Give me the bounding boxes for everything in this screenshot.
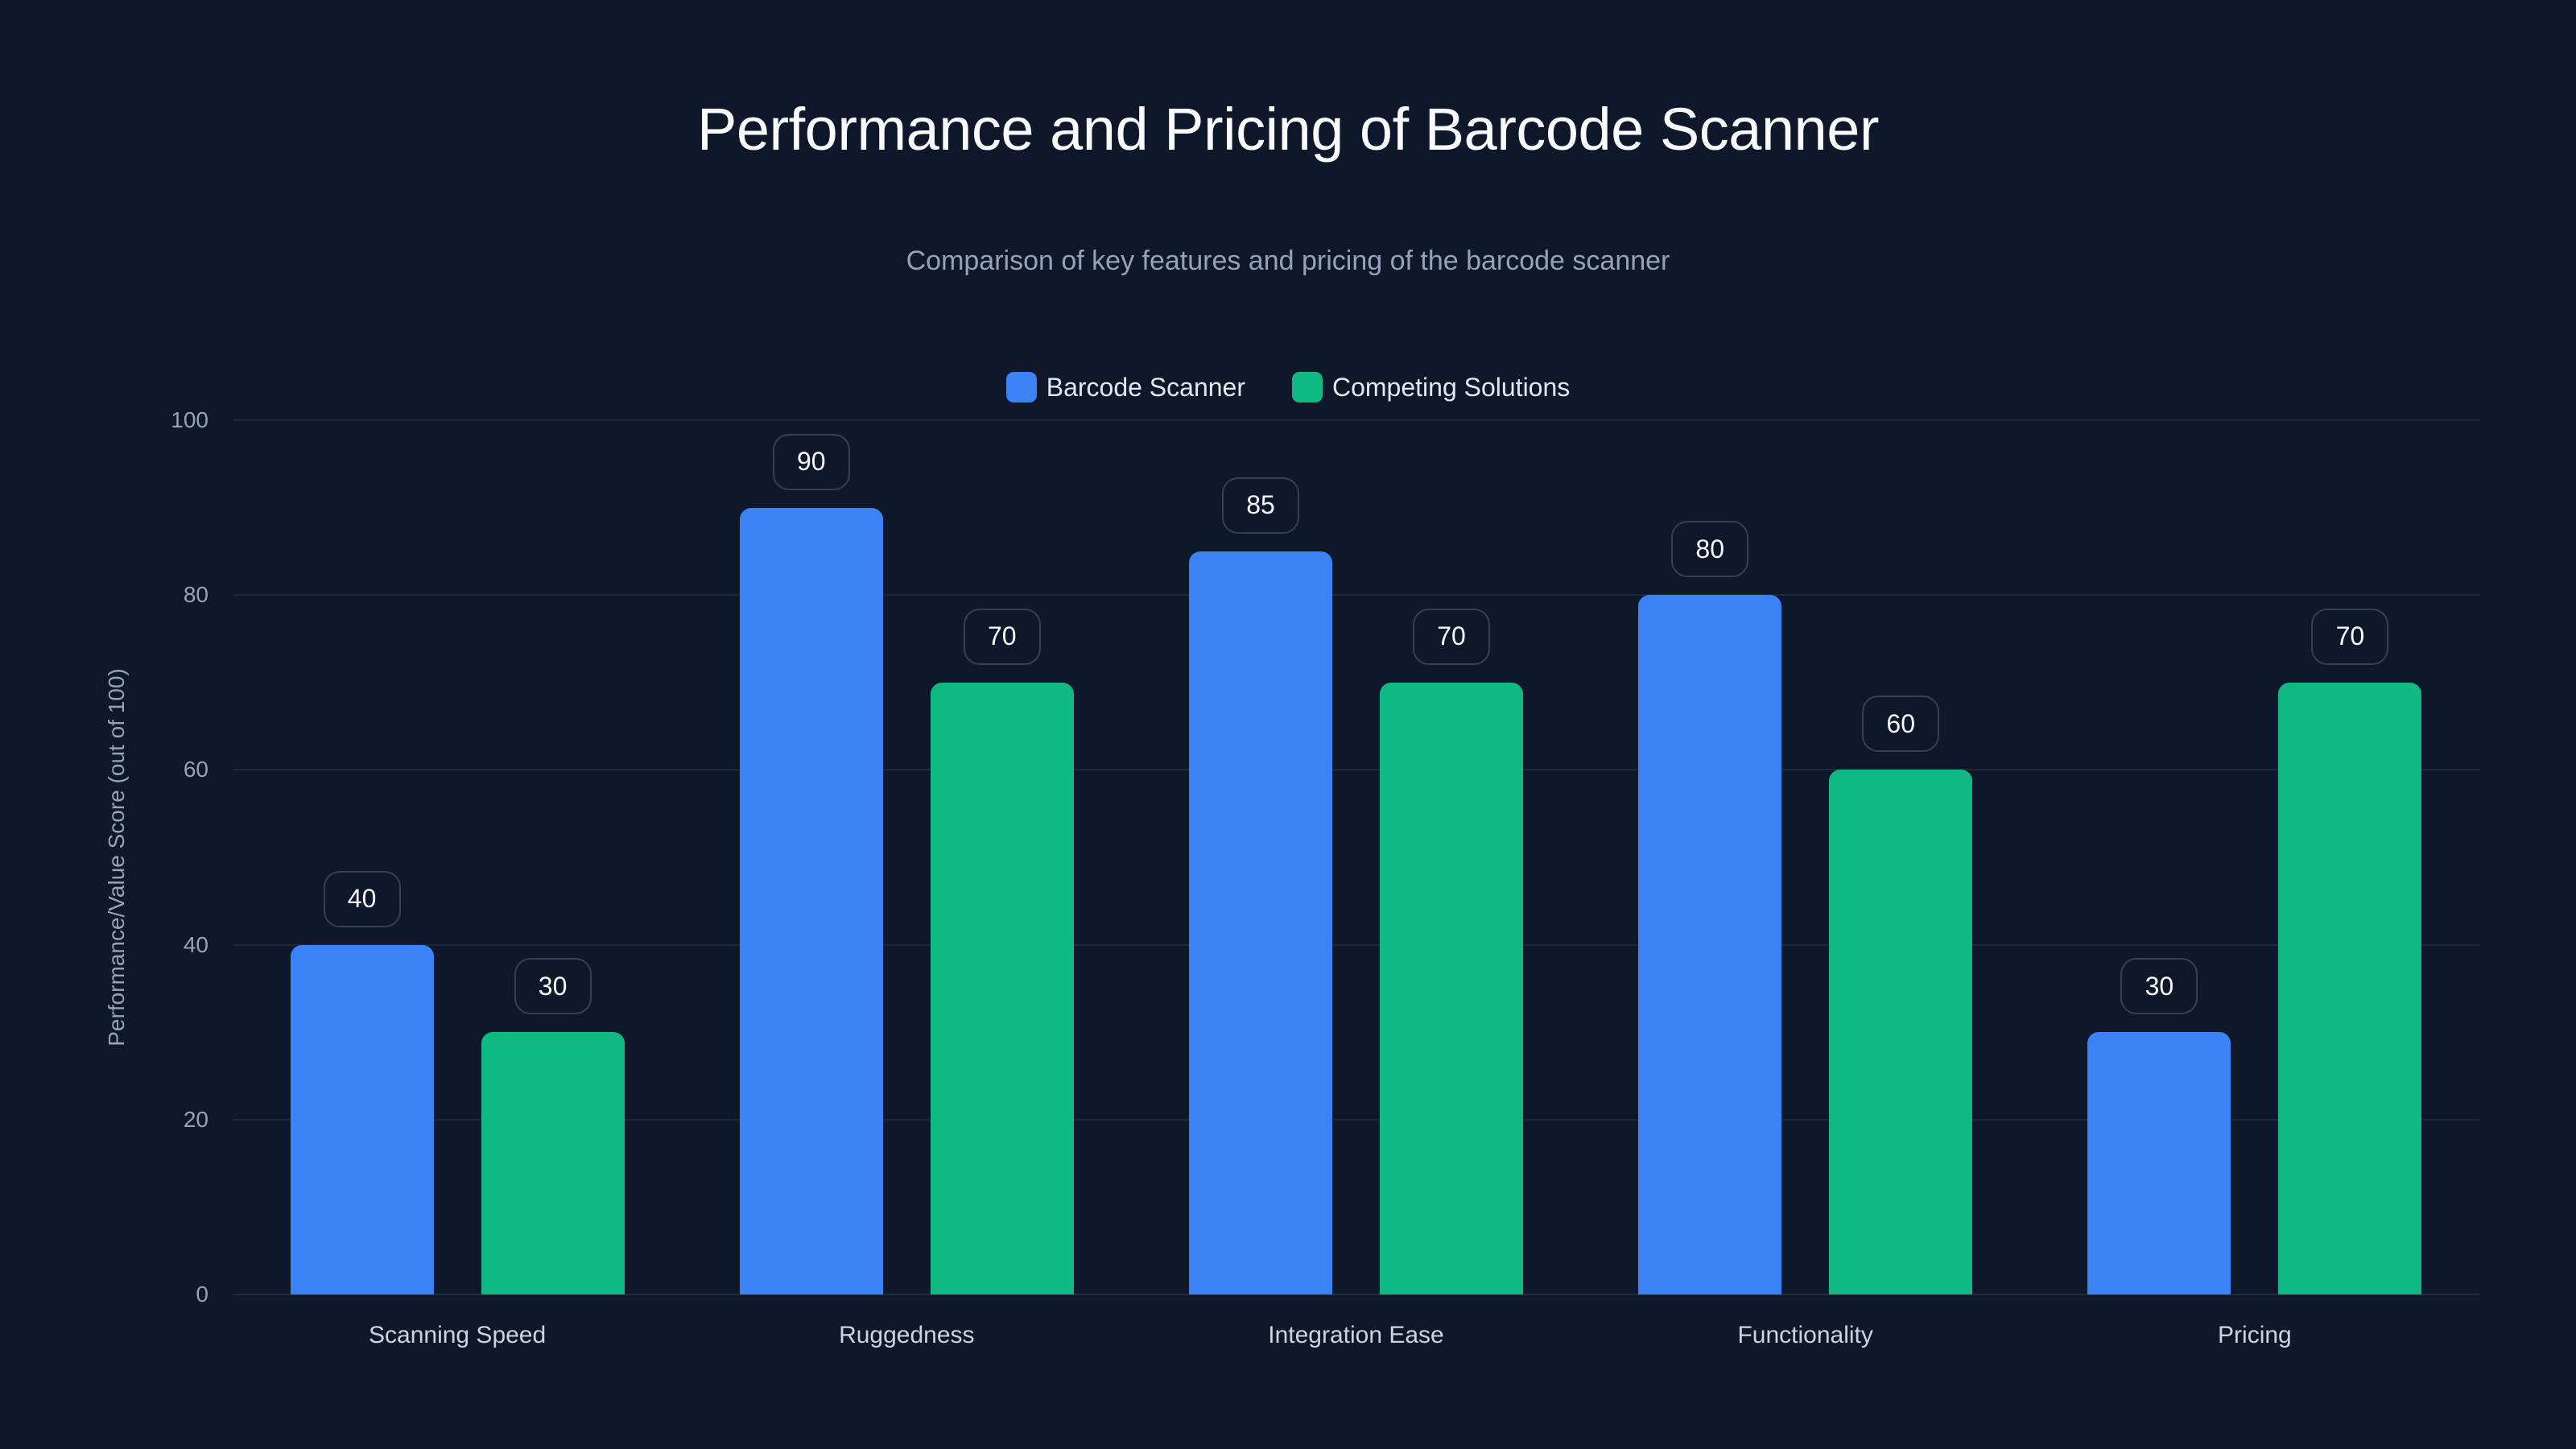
bar-barcode-scanner[interactable] (2087, 1032, 2231, 1294)
y-tick-label: 20 (183, 1106, 208, 1132)
chart-subtitle: Comparison of key features and pricing o… (906, 246, 1670, 276)
data-label: 70 (1413, 608, 1490, 665)
x-tick-label: Scanning Speed (369, 1322, 547, 1348)
plot-area: 0 20 40 60 80 100 40 30 Scanning Speed 90 70 Rugged… (171, 407, 2479, 1348)
bar-barcode-scanner[interactable] (1638, 595, 1782, 1294)
gridline (233, 419, 2479, 421)
bar-barcode-scanner[interactable] (739, 507, 883, 1294)
legend-item-competing-solutions[interactable]: Competing Solutions (1291, 372, 1571, 402)
x-tick-label: Integration Ease (1268, 1322, 1444, 1348)
legend-swatch-icon (1291, 372, 1323, 402)
data-label: 85 (1222, 477, 1299, 534)
data-label: 90 (772, 433, 850, 490)
bar-competing-solutions[interactable] (1829, 770, 1973, 1294)
data-label: 30 (2120, 958, 2198, 1015)
bar-barcode-scanner[interactable] (290, 944, 434, 1294)
data-label: 70 (2311, 608, 2389, 665)
bar-competing-solutions[interactable] (930, 682, 1074, 1294)
y-tick-label: 0 (196, 1282, 208, 1307)
data-label: 60 (1862, 696, 1940, 753)
data-label: 30 (514, 958, 592, 1015)
data-label: 80 (1671, 521, 1749, 578)
y-tick-label: 60 (183, 757, 208, 782)
bar-group: 85 70 Integration Ease (233, 420, 2479, 1348)
bar-competing-solutions[interactable] (481, 1032, 625, 1294)
x-tick-label: Ruggedness (839, 1322, 975, 1348)
chart-title: Performance and Pricing of Barcode Scann… (696, 96, 1880, 163)
legend-swatch-icon (1005, 372, 1037, 402)
gridline (233, 594, 2479, 597)
gridline (233, 1294, 2479, 1295)
y-axis-label: Performance/Value Score (out of 100) (104, 668, 129, 1046)
y-tick-label: 40 (183, 931, 208, 957)
bar-group: 80 60 Functionality (233, 420, 2479, 1348)
gridline (233, 943, 2479, 946)
data-label: 70 (963, 608, 1041, 665)
legend: Barcode Scanner Competing Solutions (0, 372, 2576, 402)
bar-competing-solutions[interactable] (2278, 682, 2422, 1294)
bar-group: 30 70 Pricing (233, 420, 2479, 1348)
y-tick-label: 80 (183, 582, 208, 608)
x-tick-label: Pricing (2218, 1322, 2292, 1348)
y-tick-label: 100 (171, 407, 208, 432)
bar-competing-solutions[interactable] (1380, 682, 1523, 1294)
gridline (233, 769, 2479, 771)
legend-item-barcode-scanner[interactable]: Barcode Scanner (1005, 372, 1245, 402)
legend-label: Competing Solutions (1331, 372, 1571, 402)
bar-barcode-scanner[interactable] (1189, 551, 1332, 1294)
bar-group: 90 70 Ruggedness (233, 420, 2479, 1348)
gridline (233, 1118, 2479, 1121)
legend-label: Barcode Scanner (1046, 372, 1245, 402)
bar-group: 40 30 Scanning Speed (233, 420, 2479, 1348)
data-label: 40 (323, 870, 401, 927)
x-tick-label: Functionality (1737, 1322, 1873, 1348)
